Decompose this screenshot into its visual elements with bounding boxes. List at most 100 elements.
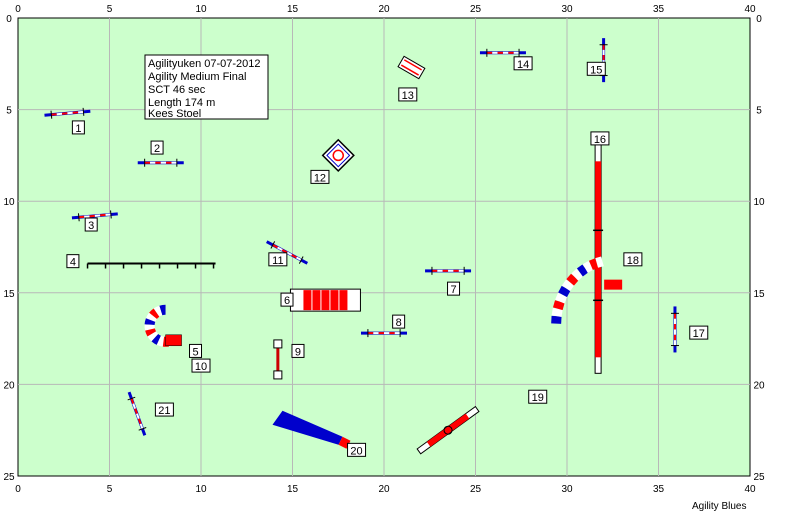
x-tick-bottom: 25 [470, 484, 482, 495]
x-tick-bottom: 10 [195, 484, 207, 495]
obstacle-number-21: 21 [154, 402, 174, 417]
obstacle-number-16: 16 [590, 131, 610, 146]
x-tick-bottom: 30 [561, 484, 573, 495]
x-tick-top: 20 [378, 4, 390, 15]
x-tick-bottom: 40 [744, 484, 756, 495]
x-tick-top: 40 [744, 4, 756, 15]
x-tick-bottom: 0 [15, 484, 21, 495]
brand-label: Agility Blues [692, 501, 746, 512]
obstacle-number-3: 3 [84, 217, 98, 232]
y-tick-left: 15 [3, 289, 15, 300]
y-tick-left: 10 [3, 197, 15, 208]
svg-text:3: 3 [88, 220, 94, 232]
svg-text:12: 12 [314, 172, 326, 184]
svg-text:5: 5 [192, 346, 198, 358]
obstacle-19 [416, 405, 480, 455]
x-tick-top: 15 [287, 4, 299, 15]
obstacle-number-1: 1 [71, 120, 85, 135]
x-tick-top: 35 [653, 4, 665, 15]
x-tick-top: 5 [107, 4, 113, 15]
x-tick-bottom: 35 [653, 484, 665, 495]
y-tick-right: 5 [756, 106, 762, 117]
svg-text:7: 7 [450, 284, 456, 296]
y-tick-right: 20 [753, 380, 765, 391]
course-info-line-1: Agilityuken 07-07-2012 [148, 58, 261, 70]
obstacle-number-9: 9 [291, 343, 305, 358]
svg-text:21: 21 [158, 405, 170, 417]
svg-text:8: 8 [396, 317, 402, 329]
svg-text:2: 2 [154, 143, 160, 155]
course-info-line-4: Length 174 m [148, 97, 215, 109]
y-tick-right: 25 [753, 472, 765, 483]
obstacle-8 [361, 329, 407, 338]
svg-text:14: 14 [517, 59, 529, 71]
svg-text:18: 18 [627, 255, 639, 267]
svg-text:6: 6 [284, 295, 290, 307]
svg-text:15: 15 [590, 64, 602, 76]
obstacle-number-7: 7 [447, 281, 461, 296]
obstacle-number-14: 14 [513, 56, 533, 71]
obstacle-21 [127, 391, 147, 436]
y-tick-left: 20 [3, 380, 15, 391]
obstacle-14 [479, 48, 526, 57]
obstacle-number-17: 17 [689, 325, 709, 340]
obstacle-2 [137, 158, 184, 167]
x-tick-top: 0 [15, 4, 21, 15]
course-info-line-5: Kees Stoel [148, 108, 201, 120]
obstacle-number-6: 6 [280, 292, 294, 307]
obstacle-12 [321, 138, 355, 173]
y-tick-right: 10 [753, 197, 765, 208]
svg-text:19: 19 [532, 392, 544, 404]
obstacle-6 [289, 288, 361, 312]
x-tick-bottom: 20 [378, 484, 390, 495]
obstacle-number-5: 5 [189, 343, 203, 358]
y-tick-right: 15 [753, 289, 765, 300]
obstacle-number-18: 18 [623, 252, 643, 267]
obstacle-13 [397, 55, 426, 80]
obstacle-number-2: 2 [150, 140, 164, 155]
obstacle-number-19: 19 [528, 389, 548, 404]
obstacle-number-15: 15 [586, 61, 606, 76]
y-tick-left: 25 [3, 472, 15, 483]
x-tick-top: 25 [470, 4, 482, 15]
obstacles-layer [44, 38, 679, 455]
course-info-frame [144, 54, 269, 120]
obstacle-number-8: 8 [392, 314, 406, 329]
svg-text:11: 11 [272, 255, 283, 267]
svg-text:16: 16 [594, 134, 606, 146]
obstacle-number-11: 11 [268, 252, 288, 267]
obstacle-1 [44, 107, 91, 119]
obstacle-number-13: 13 [398, 87, 418, 102]
svg-text:20: 20 [350, 445, 362, 457]
obstacle-number-10: 10 [191, 358, 211, 373]
obstacle-4 [86, 262, 216, 269]
svg-text:9: 9 [295, 346, 301, 358]
y-tick-right: 0 [756, 14, 762, 25]
x-tick-top: 10 [195, 4, 207, 15]
x-tick-bottom: 15 [287, 484, 299, 495]
x-tick-top: 30 [561, 4, 573, 15]
obstacle-3 [71, 210, 118, 222]
svg-text:4: 4 [70, 257, 76, 269]
obstacle-number-20: 20 [347, 442, 367, 457]
obstacle-18 [551, 256, 623, 324]
svg-text:13: 13 [402, 90, 414, 102]
obstacle-17 [670, 306, 679, 353]
course-info-box: Agilityuken 07-07-2012 Agility Medium Fi… [144, 54, 269, 120]
svg-text:1: 1 [75, 123, 81, 135]
x-tick-bottom: 5 [107, 484, 113, 495]
svg-text:10: 10 [195, 361, 207, 373]
y-tick-left: 5 [6, 106, 12, 117]
obstacle-number-12: 12 [310, 169, 330, 184]
y-tick-left: 0 [6, 14, 12, 25]
obstacle-5 [144, 304, 182, 347]
svg-text:17: 17 [693, 328, 705, 340]
obstacle-7 [425, 266, 472, 275]
course-info-line-3: SCT 46 sec [148, 84, 206, 96]
course-info-line-2: Agility Medium Final [148, 71, 246, 83]
obstacle-number-4: 4 [66, 254, 80, 269]
obstacle-9 [273, 339, 283, 380]
